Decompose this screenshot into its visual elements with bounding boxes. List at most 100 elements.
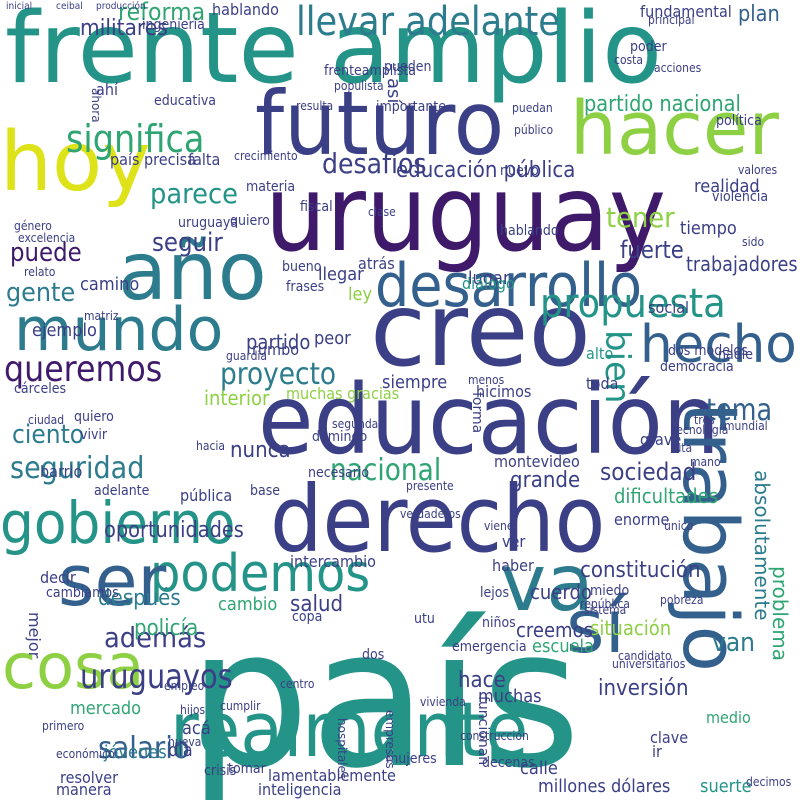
cloud-word: menos bbox=[468, 373, 505, 387]
cloud-word: después bbox=[98, 586, 181, 611]
cloud-word: cambiamos bbox=[46, 585, 119, 601]
cloud-word: verdaderos bbox=[400, 507, 461, 521]
cloud-word: emergencia bbox=[452, 639, 527, 655]
cloud-word: bueno bbox=[282, 259, 322, 275]
cloud-word: inversión bbox=[598, 676, 689, 701]
cloud-word: niños bbox=[482, 615, 516, 631]
cloud-word: grande bbox=[510, 468, 581, 493]
cloud-word: rumbo bbox=[252, 340, 300, 359]
cloud-word: muchas bbox=[478, 686, 542, 707]
cloud-word: nadie bbox=[718, 347, 753, 363]
cloud-word: acá bbox=[182, 718, 211, 739]
cloud-word: violencia bbox=[712, 189, 769, 205]
cloud-word: creemos bbox=[516, 618, 593, 642]
cloud-word: parece bbox=[150, 177, 239, 210]
cloud-word: mercado bbox=[70, 698, 142, 719]
cloud-word: resolver bbox=[60, 768, 119, 787]
cloud-word: constitución bbox=[580, 558, 701, 583]
cloud-word: nueva bbox=[168, 735, 202, 749]
cloud-word: enorme bbox=[614, 510, 670, 529]
cloud-word: hacer bbox=[570, 86, 779, 172]
cloud-word: además bbox=[104, 621, 207, 654]
cloud-word: materia bbox=[246, 179, 296, 195]
cloud-word: crisis bbox=[204, 763, 237, 779]
cloud-word: cumplir bbox=[220, 699, 261, 713]
cloud-word: democracia bbox=[660, 359, 734, 375]
cloud-word: país precisa bbox=[110, 150, 196, 169]
cloud-word: haber bbox=[492, 556, 534, 575]
cloud-word: educación pública bbox=[396, 158, 576, 183]
cloud-word: acciones bbox=[654, 61, 702, 75]
cloud-word: relato bbox=[24, 265, 56, 279]
cloud-word: seguridad bbox=[10, 451, 145, 486]
cloud-word: hospitales bbox=[335, 718, 349, 780]
cloud-word: empleo bbox=[164, 679, 205, 693]
cloud-word: desafíos bbox=[322, 147, 427, 180]
cloud-word: inicial bbox=[6, 1, 33, 12]
cloud-word: millones dólares bbox=[538, 776, 671, 797]
cloud-word: vivienda bbox=[420, 695, 466, 709]
cloud-word: muchas gracias bbox=[286, 384, 400, 403]
cloud-word: principal bbox=[648, 13, 695, 27]
cloud-word: resulta bbox=[296, 99, 334, 113]
cloud-word: reforma bbox=[118, 0, 206, 26]
cloud-word: propuesta bbox=[540, 281, 726, 327]
cloud-word: república bbox=[580, 597, 630, 611]
cloud-word: barrio bbox=[40, 462, 83, 481]
cloud-word: cambio bbox=[218, 594, 278, 615]
cloud-word: presente bbox=[406, 479, 454, 493]
cloud-word: creo bbox=[370, 271, 591, 390]
cloud-word: tiempo bbox=[680, 218, 737, 239]
cloud-word: fiscal bbox=[300, 199, 333, 215]
cloud-word: hicimos bbox=[476, 382, 532, 401]
cloud-word: mejor bbox=[25, 612, 44, 659]
cloud-word: inteligencia bbox=[258, 780, 342, 799]
cloud-word: decimos bbox=[746, 775, 792, 789]
cloud-word: tener bbox=[606, 201, 675, 234]
cloud-word: fundamental bbox=[640, 2, 732, 21]
cloud-word: hablando bbox=[212, 0, 279, 19]
cloud-word: ser bbox=[58, 540, 167, 622]
cloud-word: universitarios bbox=[612, 657, 686, 671]
cloud-word: salario bbox=[98, 731, 190, 766]
cloud-word: ejemplo bbox=[32, 320, 97, 341]
cloud-word: camino bbox=[80, 274, 140, 295]
cloud-word: llegar bbox=[318, 264, 364, 285]
cloud-word: fuerte bbox=[620, 236, 684, 264]
cloud-word: va bbox=[500, 539, 594, 629]
cloud-word: miedo bbox=[590, 583, 630, 599]
cloud-word: hace bbox=[458, 668, 506, 693]
cloud-word: problema bbox=[768, 566, 792, 662]
cloud-word: siempre bbox=[382, 372, 448, 393]
cloud-word: tomar bbox=[228, 761, 266, 777]
cloud-word: podemos bbox=[150, 544, 371, 604]
cloud-word: producción bbox=[96, 1, 146, 12]
cloud-word: lejos bbox=[480, 585, 510, 601]
cloud-word: puede bbox=[10, 238, 82, 268]
cloud-word: construcción bbox=[460, 729, 529, 743]
cloud-word: sistema bbox=[584, 603, 627, 617]
cloud-word: funcionan bbox=[475, 696, 491, 766]
cloud-word: sí bbox=[566, 584, 626, 670]
cloud-word: diálogo bbox=[462, 274, 515, 293]
cloud-word: ahora bbox=[89, 88, 103, 123]
cloud-word: nacional bbox=[330, 453, 442, 488]
cloud-word: trabajadores bbox=[686, 252, 798, 276]
cloud-word: van bbox=[712, 628, 756, 658]
cloud-word: medio bbox=[706, 708, 751, 727]
cloud-word: social bbox=[648, 298, 690, 317]
cloud-word: hijos bbox=[180, 703, 206, 717]
cloud-word: ingeniería bbox=[142, 17, 205, 33]
cloud-word: política bbox=[716, 113, 762, 129]
cloud-word: decenas bbox=[482, 755, 535, 771]
cloud-word: uruguay bbox=[265, 153, 667, 275]
cloud-word: intercambio bbox=[290, 552, 376, 571]
cloud-word: oportunidades bbox=[104, 518, 244, 543]
cloud-word: educativa bbox=[154, 93, 217, 109]
cloud-word: peor bbox=[314, 328, 351, 349]
cloud-word: lamentablemente bbox=[268, 766, 396, 785]
cloud-word: hablando bbox=[500, 223, 559, 239]
cloud-word: pública bbox=[180, 486, 233, 505]
cloud-word: tema bbox=[706, 393, 773, 428]
